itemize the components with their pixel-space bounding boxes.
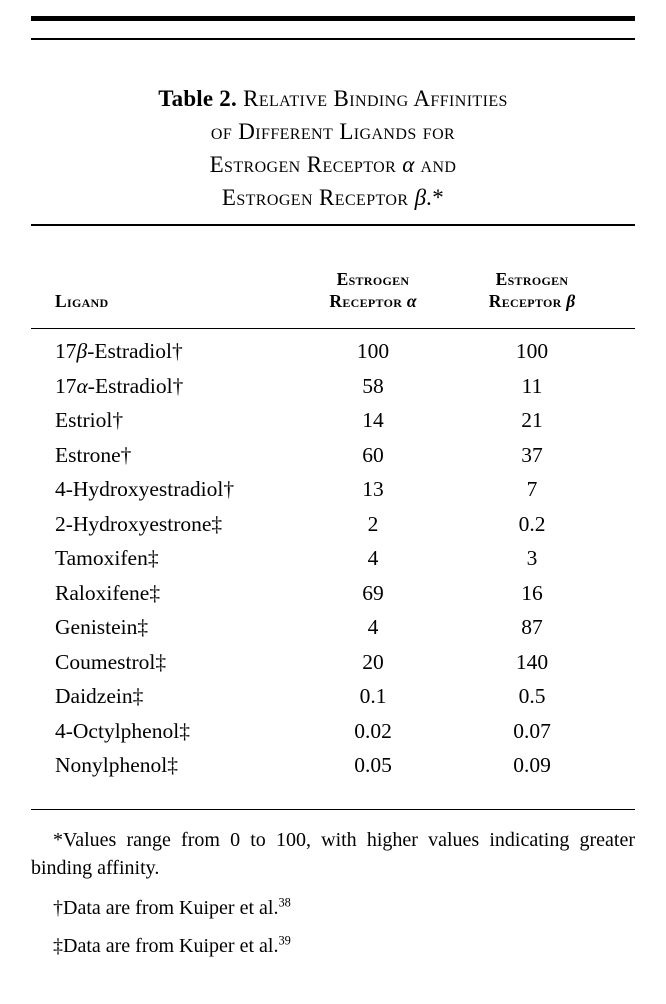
er-beta-value: 21 <box>521 408 543 432</box>
table-bottom-rule <box>31 808 635 810</box>
ligand-cell: Tamoxifen‡ <box>55 546 159 570</box>
footnote-double-dagger: ‡Data are from Kuiper et al.39 <box>53 933 291 957</box>
top-thin-rule <box>31 38 635 40</box>
ligand-cell: 17α-Estradiol† <box>55 373 184 398</box>
header-bottom-rule <box>31 327 635 329</box>
er-beta-value: 0.09 <box>513 753 551 777</box>
table-row: 17α-Estradiol† 58 11 <box>31 369 635 404</box>
ligand-cell: 4-Hydroxyestradiol† <box>55 477 235 501</box>
er-alpha-value: 4 <box>367 546 379 570</box>
ligand-cell: Genistein‡ <box>55 615 149 639</box>
reference-number: 38 <box>278 895 291 910</box>
er-alpha-value: 2 <box>367 511 379 536</box>
column-header-ligand: Ligand <box>55 290 109 311</box>
er-alpha-value: 20 <box>362 649 384 674</box>
table-title-line-2: of Different Ligands for <box>210 119 456 144</box>
er-alpha-value: 0.1 <box>359 684 387 708</box>
er-beta-value: 11 <box>521 373 543 398</box>
er-beta-value: 16 <box>521 580 543 605</box>
table-row: 2-Hydroxyestrone‡ 2 0.2 <box>31 507 635 542</box>
er-beta-value: 0.2 <box>518 511 546 536</box>
table-row: Nonylphenol‡ 0.05 0.09 <box>31 748 635 783</box>
table-title: Table 2. Relative Binding Affinities of … <box>31 82 635 214</box>
table-title-line-1: Table 2. Relative Binding Affinities <box>31 82 635 115</box>
header-top-rule <box>31 224 635 226</box>
table-row: Coumestrol‡ 20 140 <box>31 645 635 680</box>
column-header-er-beta: Estrogen Receptor β <box>488 268 576 311</box>
er-beta-value: 87 <box>521 615 543 639</box>
er-alpha-value: 69 <box>362 580 384 605</box>
er-beta-value: 100 <box>515 339 549 363</box>
table-row: Estriol† 14 21 <box>31 403 635 438</box>
ligand-cell: Nonylphenol‡ <box>55 753 179 777</box>
ligand-cell: 17β-Estradiol† <box>55 339 183 363</box>
table-row: 4-Octylphenol‡ 0.02 0.07 <box>31 714 635 749</box>
er-alpha-value: 60 <box>362 442 384 467</box>
table-row: Daidzein‡ 0.1 0.5 <box>31 679 635 714</box>
table-row: Raloxifene‡ 69 16 <box>31 576 635 611</box>
table-number-label: Table 2. <box>158 86 237 111</box>
er-alpha-value: 14 <box>362 408 384 432</box>
er-alpha-value: 58 <box>362 373 384 398</box>
ligand-cell: 4-Octylphenol‡ <box>55 718 190 743</box>
column-header-er-alpha: Estrogen Receptor α <box>329 268 417 311</box>
table-title-line-3: Estrogen Receptor α and <box>209 152 457 177</box>
er-beta-value: 0.07 <box>513 718 551 743</box>
er-alpha-value: 0.02 <box>354 718 392 743</box>
er-beta-value: 140 <box>515 649 549 674</box>
table-row: Tamoxifen‡ 4 3 <box>31 541 635 576</box>
footnotes: *Values range from 0 to 100, with higher… <box>31 826 635 960</box>
alpha-symbol: α <box>402 152 415 177</box>
er-beta-value: 37 <box>521 442 543 467</box>
footnote-dagger: †Data are from Kuiper et al.38 <box>53 895 291 919</box>
er-beta-value: 3 <box>526 546 538 570</box>
ligand-cell: Coumestrol‡ <box>55 649 167 674</box>
beta-symbol: β <box>566 290 576 311</box>
beta-symbol: β <box>414 185 427 210</box>
footnote-asterisk: *Values range from 0 to 100, with higher… <box>31 829 635 879</box>
table-row: 4-Hydroxyestradiol† 13 7 <box>31 472 635 507</box>
table-row: Estrone† 60 37 <box>31 438 635 473</box>
table-body: 17β-Estradiol† 100 100 17α-Estradiol† 58 11 … <box>31 334 635 783</box>
top-thick-rule <box>31 16 635 21</box>
ligand-cell: Estrone† <box>55 442 132 467</box>
reference-number: 39 <box>278 933 291 948</box>
er-alpha-value: 13 <box>362 477 384 501</box>
er-beta-value: 7 <box>526 477 538 501</box>
er-alpha-value: 4 <box>367 615 379 639</box>
table-row: Genistein‡ 4 87 <box>31 610 635 645</box>
table-header-row: Ligand Estrogen Receptor α Estrogen Rece… <box>31 268 635 312</box>
table-title-line-4: Estrogen Receptor β.* <box>221 185 445 210</box>
ligand-cell: 2-Hydroxyestrone‡ <box>55 511 223 536</box>
table-title-text-1: Relative Binding Affinities <box>236 86 508 111</box>
er-beta-value: 0.5 <box>518 684 546 708</box>
alpha-symbol: α <box>406 290 417 311</box>
er-alpha-value: 100 <box>356 339 390 363</box>
table-row: 17β-Estradiol† 100 100 <box>31 334 635 369</box>
er-alpha-value: 0.05 <box>354 753 392 777</box>
ligand-cell: Estriol† <box>55 408 124 432</box>
ligand-cell: Daidzein‡ <box>55 684 144 708</box>
ligand-cell: Raloxifene‡ <box>55 580 161 605</box>
